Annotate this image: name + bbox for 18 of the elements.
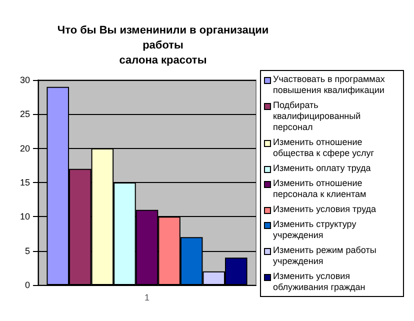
y-tick-label: 15 — [20, 178, 30, 188]
legend-label: Изменить условия труда — [273, 204, 376, 215]
legend-label: Изменить структуру учреждения — [273, 219, 358, 241]
y-tick-label: 0 — [24, 280, 30, 290]
chart-title: Что бы Вы изменинили в организации работы салона красоты — [57, 24, 269, 66]
y-tick-label: 20 — [20, 143, 30, 154]
legend-label: Изменить отношение общества к сфере услуг — [273, 137, 376, 159]
legend-label: Изменить оплату труда — [273, 163, 371, 174]
legend-label: Изменить режим работы учреждения — [273, 245, 378, 267]
y-tick-label: 30 — [20, 75, 30, 85]
legend-label: Изменить условия облуживания граждан — [273, 271, 366, 293]
legend-label: Подбирать квалифицированный персонал — [273, 100, 362, 133]
y-tick-label: 5 — [24, 246, 30, 256]
y-tick-label: 25 — [20, 109, 30, 120]
legend-label: Участвовать в программах повышения квалификации — [273, 74, 386, 96]
x-tick-label: 1 — [144, 292, 150, 302]
y-tick-label: 10 — [20, 212, 30, 222]
legend-label: Изменить отношение персонала к клиентам — [273, 178, 368, 200]
